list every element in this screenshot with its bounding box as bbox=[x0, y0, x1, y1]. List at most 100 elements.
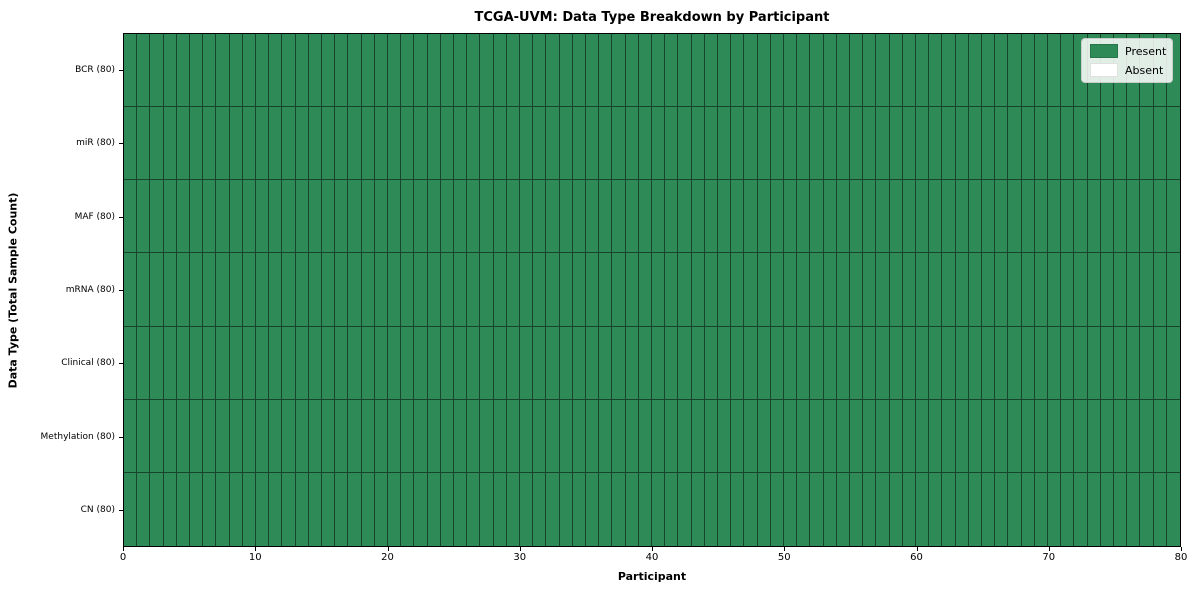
heatmap-cell bbox=[665, 107, 679, 181]
heatmap-cell bbox=[691, 399, 705, 473]
y-tick-label: mRNA (80) bbox=[65, 285, 115, 295]
heatmap-cell bbox=[1061, 399, 1075, 473]
heatmap-cell bbox=[1047, 180, 1062, 254]
heatmap-cell bbox=[770, 107, 784, 181]
heatmap-cell bbox=[836, 253, 850, 327]
heatmap-cell bbox=[981, 253, 996, 327]
heatmap-cell bbox=[348, 326, 362, 400]
y-tick-label: Clinical (80) bbox=[61, 358, 115, 369]
heatmap-cell bbox=[1034, 472, 1048, 546]
heatmap-cell bbox=[374, 472, 388, 546]
heatmap-cell bbox=[889, 180, 903, 254]
heatmap-cell bbox=[981, 399, 996, 473]
heatmap-cell bbox=[955, 253, 969, 327]
heatmap-cell bbox=[1034, 326, 1048, 400]
heatmap-cell bbox=[387, 34, 402, 108]
legend-label-absent: Absent bbox=[1125, 63, 1164, 77]
heatmap-cell bbox=[533, 326, 547, 400]
heatmap-cell bbox=[757, 472, 771, 546]
heatmap-cell bbox=[612, 472, 626, 546]
heatmap-cell bbox=[414, 253, 428, 327]
heatmap-cell bbox=[955, 107, 969, 181]
heatmap-cell bbox=[1008, 107, 1022, 181]
heatmap-cell bbox=[308, 472, 322, 546]
heatmap-cell bbox=[453, 472, 468, 546]
heatmap-cell bbox=[612, 34, 626, 108]
heatmap-cell bbox=[1153, 399, 1167, 473]
heatmap-cell bbox=[1113, 326, 1128, 400]
heatmap-cell bbox=[585, 34, 600, 108]
heatmap-cell bbox=[836, 326, 850, 400]
heatmap-cell bbox=[704, 107, 718, 181]
heatmap-cell bbox=[295, 34, 309, 108]
heatmap-cell bbox=[731, 34, 745, 108]
x-tick-label: 30 bbox=[513, 552, 527, 563]
heatmap-cell bbox=[1127, 326, 1141, 400]
heatmap-cell bbox=[493, 399, 507, 473]
heatmap-cell bbox=[176, 399, 190, 473]
heatmap-cell bbox=[704, 34, 718, 108]
heatmap-cell bbox=[519, 253, 534, 327]
heatmap-cell bbox=[189, 180, 204, 254]
heatmap-cell bbox=[704, 180, 718, 254]
heatmap-cell bbox=[1153, 472, 1167, 546]
y-axis-label: Data Type (Total Sample Count) bbox=[6, 192, 20, 389]
heatmap-cell bbox=[651, 107, 666, 181]
heatmap-cell bbox=[1034, 180, 1048, 254]
heatmap-cell bbox=[467, 253, 481, 327]
heatmap-cell bbox=[836, 34, 850, 108]
heatmap-cell bbox=[1087, 180, 1101, 254]
heatmap-cell bbox=[440, 326, 454, 400]
heatmap-cell bbox=[783, 326, 798, 400]
x-tick-mark bbox=[1181, 547, 1182, 551]
heatmap-cell bbox=[229, 180, 243, 254]
heatmap-cell bbox=[876, 472, 890, 546]
heatmap-cell bbox=[717, 326, 732, 400]
heatmap-cell bbox=[453, 326, 468, 400]
y-tick-label: BCR (80) bbox=[75, 64, 115, 75]
heatmap-cell bbox=[427, 472, 441, 546]
heatmap-cell bbox=[638, 253, 652, 327]
heatmap-cell bbox=[335, 180, 349, 254]
heatmap-cell bbox=[572, 107, 586, 181]
y-tick-label: MAF (80) bbox=[74, 211, 115, 222]
heatmap-cell bbox=[797, 107, 811, 181]
heatmap-cell bbox=[902, 180, 916, 254]
heatmap-cell bbox=[1074, 180, 1088, 254]
heatmap-cell bbox=[1021, 399, 1035, 473]
heatmap-cell bbox=[929, 253, 943, 327]
heatmap-cell bbox=[1008, 472, 1022, 546]
heatmap-cell bbox=[665, 180, 679, 254]
heatmap-cell bbox=[1061, 34, 1075, 108]
heatmap-cell bbox=[124, 399, 138, 473]
heatmap-cell bbox=[506, 180, 520, 254]
heatmap-cell bbox=[915, 472, 930, 546]
heatmap-cell bbox=[1140, 180, 1154, 254]
heatmap-cell bbox=[546, 253, 560, 327]
heatmap-cell bbox=[295, 107, 309, 181]
heatmap-cell bbox=[401, 107, 415, 181]
heatmap-cell bbox=[348, 253, 362, 327]
heatmap-cell bbox=[968, 34, 982, 108]
heatmap-cell bbox=[810, 180, 824, 254]
heatmap-cell bbox=[493, 180, 507, 254]
y-tick-label: miR (80) bbox=[76, 138, 115, 149]
heatmap-cell bbox=[242, 180, 256, 254]
heatmap-cell bbox=[678, 34, 692, 108]
heatmap-cell bbox=[401, 399, 415, 473]
heatmap-cell bbox=[783, 34, 798, 108]
heatmap-cell bbox=[150, 399, 164, 473]
heatmap-cell bbox=[203, 399, 217, 473]
heatmap-cell bbox=[427, 399, 441, 473]
heatmap-cell bbox=[308, 180, 322, 254]
heatmap-cell bbox=[533, 107, 547, 181]
heatmap-cell bbox=[427, 253, 441, 327]
heatmap-cell bbox=[427, 107, 441, 181]
heatmap-cell bbox=[810, 399, 824, 473]
heatmap-cell bbox=[678, 472, 692, 546]
heatmap-cell bbox=[651, 34, 666, 108]
heatmap-cell bbox=[559, 399, 573, 473]
heatmap-cell bbox=[374, 253, 388, 327]
heatmap-cell bbox=[124, 472, 138, 546]
heatmap-cell bbox=[1100, 399, 1114, 473]
